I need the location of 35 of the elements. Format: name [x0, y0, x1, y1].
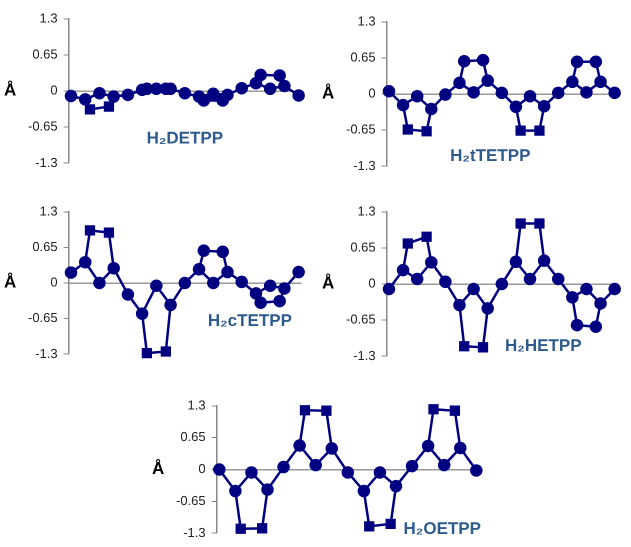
y-tick-label: 0.65	[180, 429, 206, 444]
y-tick-label: -0.65	[176, 492, 206, 508]
y-tick-label: 1.3	[358, 13, 376, 28]
y-tick-label: -0.65	[28, 118, 58, 134]
y-tick-label: -0.65	[28, 310, 58, 326]
y-axis-title: Å	[322, 84, 334, 103]
y-tick-label: -1.3	[35, 346, 58, 361]
y-axis-title: Å	[4, 272, 16, 292]
y-tick-label: 0.65	[350, 239, 376, 254]
y-tick-label: 1.3	[40, 10, 58, 26]
y-axis-title: Å	[322, 274, 334, 293]
y-tick-label: 1.3	[188, 397, 206, 412]
y-tick-label: 0	[50, 274, 58, 290]
y-tick-label: 0	[368, 86, 376, 101]
y-axis-title: Å	[4, 80, 16, 100]
y-tick-label: -1.3	[353, 348, 376, 363]
y-tick-label: 0.65	[350, 49, 376, 64]
text: H₂OETPP	[404, 519, 482, 538]
y-tick-label: -0.65	[346, 312, 376, 327]
y-tick-label: 0	[198, 461, 206, 476]
text: H₂HETPP	[505, 336, 582, 355]
y-tick-label: 0.65	[32, 238, 58, 254]
text: H₂cTETPP	[208, 311, 292, 330]
y-tick-label: 0.65	[32, 46, 58, 62]
y-tick-label: 0	[50, 82, 58, 98]
y-tick-label: -1.3	[183, 524, 206, 540]
y-axis-title: Å	[152, 459, 164, 478]
text: H₂tTETPP	[450, 146, 530, 165]
y-tick-label: -1.3	[353, 158, 376, 173]
y-tick-label: -0.65	[346, 122, 376, 137]
y-tick-label: 1.3	[40, 203, 58, 218]
text: H₂DETPP	[146, 128, 224, 148]
y-tick-label: 0	[368, 276, 376, 291]
y-tick-label: -1.3	[35, 154, 58, 170]
y-tick-label: 1.3	[358, 203, 376, 218]
